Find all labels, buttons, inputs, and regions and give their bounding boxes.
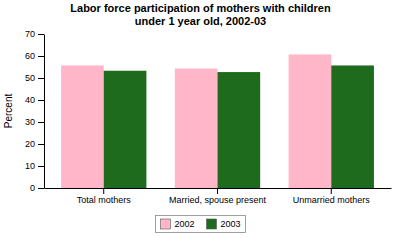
- y-tick-mark: [38, 122, 44, 123]
- y-tick: 10: [25, 161, 44, 171]
- y-tick: 50: [25, 73, 44, 83]
- y-tick-mark: [38, 100, 44, 101]
- x-tick: Total mothers: [77, 188, 132, 205]
- bar: [61, 65, 104, 188]
- legend-item: 2003: [207, 219, 241, 229]
- y-tick: 0: [30, 183, 44, 193]
- y-tick-label: 40: [25, 95, 35, 105]
- y-tick-label: 10: [25, 161, 35, 171]
- bar: [218, 72, 261, 188]
- y-tick: 70: [25, 29, 44, 39]
- x-tick-label: Married, spouse present: [169, 195, 267, 205]
- x-tick-label: Total mothers: [77, 195, 132, 205]
- y-tick-label: 60: [25, 51, 35, 61]
- y-axis: 0 10 20 30 40 50 60 70: [25, 29, 45, 193]
- x-tick-mark: [103, 188, 104, 194]
- legend-swatch: [160, 219, 170, 229]
- x-tick-mark: [217, 188, 218, 194]
- y-tick: 20: [25, 139, 44, 149]
- x-tick: Unmarried mothers: [293, 188, 371, 205]
- x-axis: Total mothers Married, spouse present Unma…: [45, 188, 392, 205]
- y-tick-label: 70: [25, 29, 35, 39]
- legend-label: 2002: [174, 219, 194, 229]
- bars: [61, 54, 374, 188]
- y-tick-label: 30: [25, 117, 35, 127]
- bar: [175, 69, 218, 188]
- title-line: under 1 year old, 2002-03: [135, 15, 266, 27]
- x-tick: Married, spouse present: [169, 188, 267, 205]
- title-line: Labor force participation of mothers wit…: [70, 2, 331, 14]
- y-tick-label: 50: [25, 73, 35, 83]
- legend-swatch: [207, 219, 217, 229]
- x-tick-mark: [331, 188, 332, 194]
- y-tick-label: 0: [30, 183, 35, 193]
- title: Labor force participation of mothers wit…: [70, 2, 331, 27]
- y-tick: 40: [25, 95, 44, 105]
- y-tick-mark: [38, 78, 44, 79]
- legend: 2002 2003: [155, 216, 245, 233]
- y-tick-mark: [38, 34, 44, 35]
- bar: [104, 71, 147, 188]
- y-tick-mark: [38, 188, 44, 189]
- y-axis-line: [44, 35, 45, 189]
- x-tick-label: Unmarried mothers: [293, 195, 371, 205]
- legend-box: [155, 216, 245, 233]
- legend-label: 2003: [221, 219, 241, 229]
- bar: [289, 54, 332, 188]
- y-tick-mark: [38, 166, 44, 167]
- y-axis-title: Percent: [3, 94, 14, 129]
- bar: [331, 65, 374, 188]
- y-tick-label: 20: [25, 139, 35, 149]
- chart: Labor force participation of mothers wit…: [0, 0, 401, 238]
- y-tick-mark: [38, 144, 44, 145]
- y-tick: 30: [25, 117, 44, 127]
- y-tick-mark: [38, 56, 44, 57]
- y-tick: 60: [25, 51, 44, 61]
- legend-item: 2002: [160, 219, 194, 229]
